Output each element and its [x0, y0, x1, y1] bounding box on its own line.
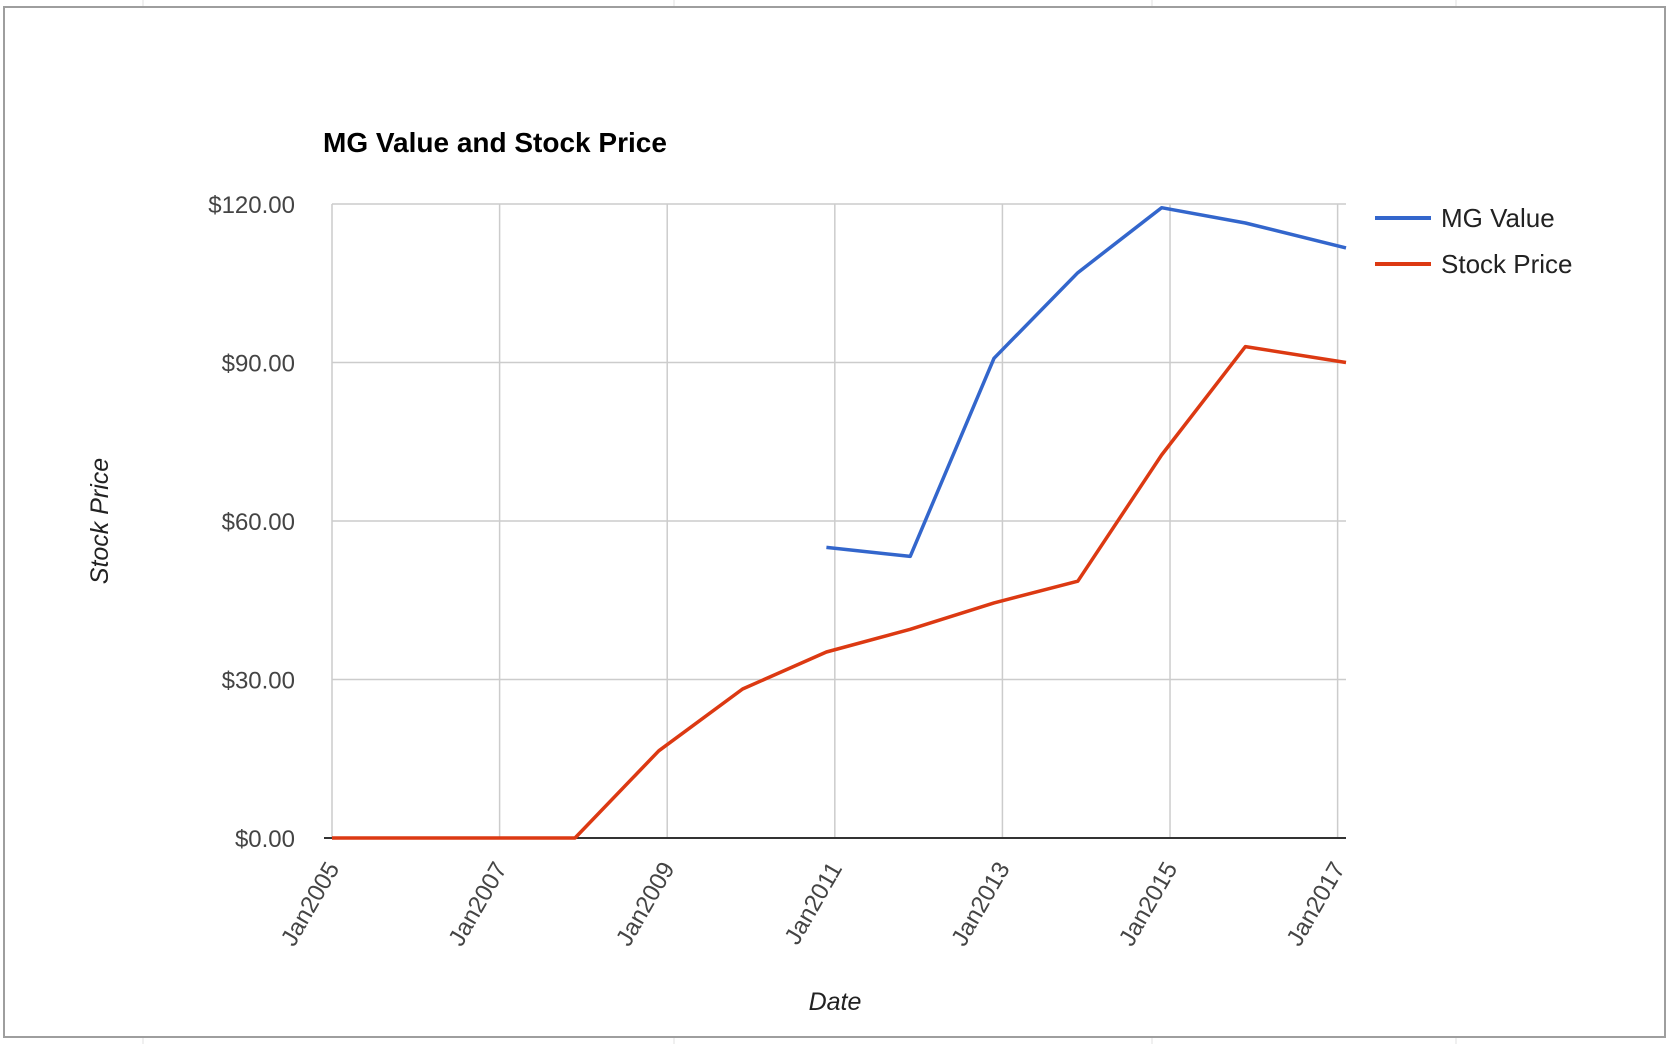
y-tick-label: $90.00 [222, 351, 295, 378]
x-tick-label: Jan2011 [779, 858, 848, 950]
x-tick-label: Jan2015 [1114, 858, 1183, 951]
legend-item-stock-price[interactable]: Stock Price [1375, 249, 1573, 279]
x-tick-label: Jan2007 [443, 858, 512, 951]
series-lines [332, 205, 1347, 840]
x-tick-label: Jan2005 [276, 858, 345, 951]
y-tick-label: $30.00 [222, 668, 295, 695]
x-tick-label: Jan2013 [946, 858, 1015, 951]
chart-title: MG Value and Stock Price [323, 127, 667, 158]
y-tick-label: $60.00 [222, 509, 295, 536]
series-line-mg-value[interactable] [826, 205, 1347, 559]
x-axis-label: Date [809, 988, 862, 1016]
legend-label-stock-price: Stock Price [1441, 249, 1573, 279]
series-line-stock-price[interactable] [332, 344, 1347, 840]
y-axis-label: Stock Price [86, 458, 114, 584]
y-tick-label: $0.00 [235, 826, 295, 853]
x-tick-label: Jan2017 [1281, 858, 1350, 951]
legend-item-mg-value[interactable]: MG Value [1375, 203, 1555, 233]
legend-label-mg-value: MG Value [1441, 203, 1555, 233]
y-axis-tick-labels: $0.00 $30.00 $60.00 $90.00 $120.00 [208, 192, 295, 853]
horizontal-gridlines [332, 203, 1346, 681]
x-tick-label: Jan2009 [611, 858, 680, 951]
y-tick-label: $120.00 [208, 192, 295, 219]
x-axis-tick-labels: Jan2005 Jan2007 Jan2009 Jan2011 Jan2013 Jan20… [276, 858, 1351, 951]
legend: MG Value Stock Price [1375, 203, 1573, 279]
